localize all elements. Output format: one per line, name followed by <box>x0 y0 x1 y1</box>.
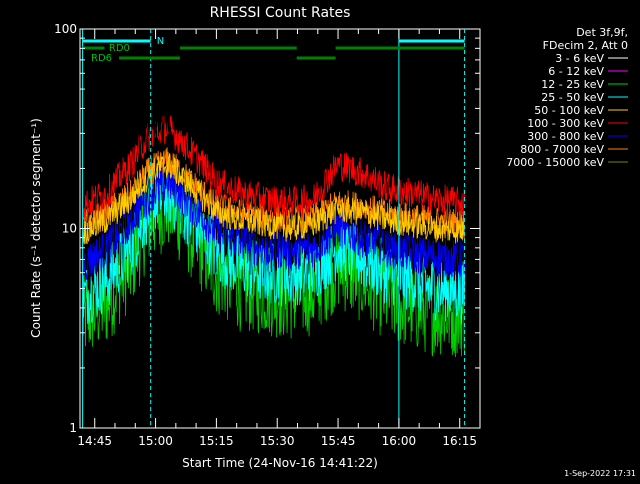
footer-timestamp: 1-Sep-2022 17:31 <box>564 469 636 478</box>
series-line <box>82 147 465 236</box>
legend-entry-label: 100 - 300 keV <box>527 117 604 130</box>
series-line <box>82 153 465 245</box>
legend-header: Det 3f,9f, <box>576 26 628 39</box>
series-line <box>82 115 465 219</box>
legend-entry-label: 6 - 12 keV <box>548 65 604 78</box>
y-tick-label: 1 <box>69 421 77 435</box>
legend-header: FDecim 2, Att 0 <box>543 39 628 52</box>
x-tick-label: 14:45 <box>77 434 112 448</box>
x-tick-label: 15:00 <box>138 434 173 448</box>
y-tick-label: 100 <box>54 22 77 36</box>
legend-entry-label: 25 - 50 keV <box>541 91 604 104</box>
chart-title: RHESSI Count Rates <box>210 5 351 21</box>
status-label-n: N <box>157 36 164 47</box>
x-tick-label: 16:15 <box>442 434 477 448</box>
y-tick-label: 10 <box>62 222 77 236</box>
status-label-rd6: RD6 <box>91 53 112 64</box>
legend-entry-label: 3 - 6 keV <box>555 52 604 65</box>
x-tick-label: 15:45 <box>321 434 356 448</box>
series-line <box>82 80 465 171</box>
series-line <box>82 165 465 281</box>
legend-entry-label: 800 - 7000 keV <box>520 143 604 156</box>
x-tick-label: 16:00 <box>382 434 417 448</box>
x-axis-label: Start Time (24-Nov-16 14:41:22) <box>182 456 378 470</box>
status-label-rd0: RD0 <box>109 43 130 54</box>
legend-entry-label: 300 - 800 keV <box>527 130 604 143</box>
legend-entry-label: 50 - 100 keV <box>534 104 604 117</box>
y-axis-label: Count Rate (s⁻¹ detector segment⁻¹) <box>29 118 43 338</box>
legend-entry-label: 7000 - 15000 keV <box>506 156 604 169</box>
x-tick-label: 15:30 <box>260 434 295 448</box>
x-tick-label: 15:15 <box>199 434 234 448</box>
legend-entry-label: 12 - 25 keV <box>541 78 604 91</box>
